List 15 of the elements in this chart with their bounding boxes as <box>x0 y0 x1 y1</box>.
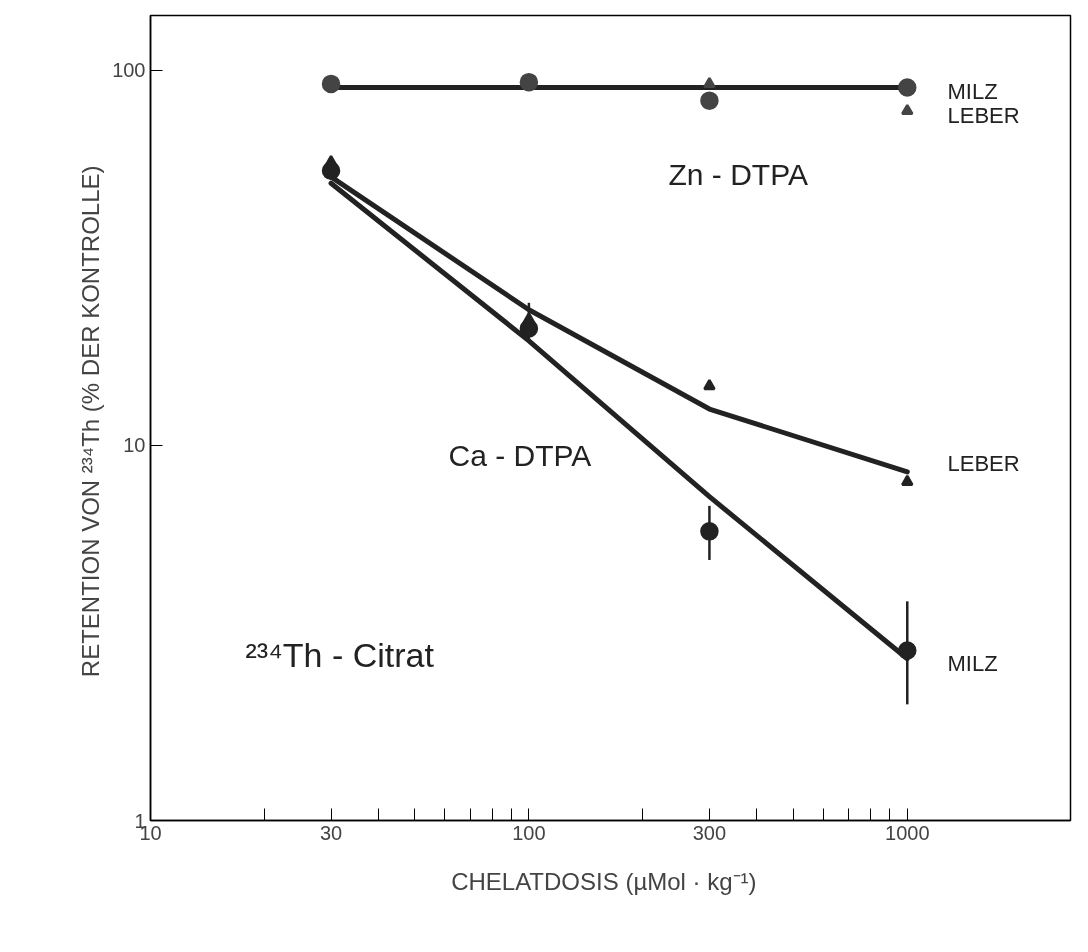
annotation: ²³⁴Th - Citrat <box>245 635 435 674</box>
y-tick-label: 100 <box>112 59 146 82</box>
y-tick-label: 10 <box>123 434 146 457</box>
annotation: LEBER <box>947 103 1020 128</box>
annotation: MILZ <box>947 79 998 104</box>
x-tick-label: 300 <box>692 821 727 844</box>
annotation: MILZ <box>947 651 998 676</box>
annotation: LEBER <box>947 451 1020 476</box>
x-tick-label: 1000 <box>885 821 930 844</box>
x-axis-title: CHELATDOSIS (µMol · kg⁻¹) <box>451 867 757 895</box>
y-axis-title: RETENTION VON ²³⁴Th (% DER KONTROLLE) <box>77 165 105 678</box>
x-tick-label: 100 <box>512 821 546 844</box>
annotation: Zn - DTPA <box>668 158 808 191</box>
x-tick-label: 30 <box>319 821 343 844</box>
annotation: Ca - DTPA <box>448 439 592 472</box>
